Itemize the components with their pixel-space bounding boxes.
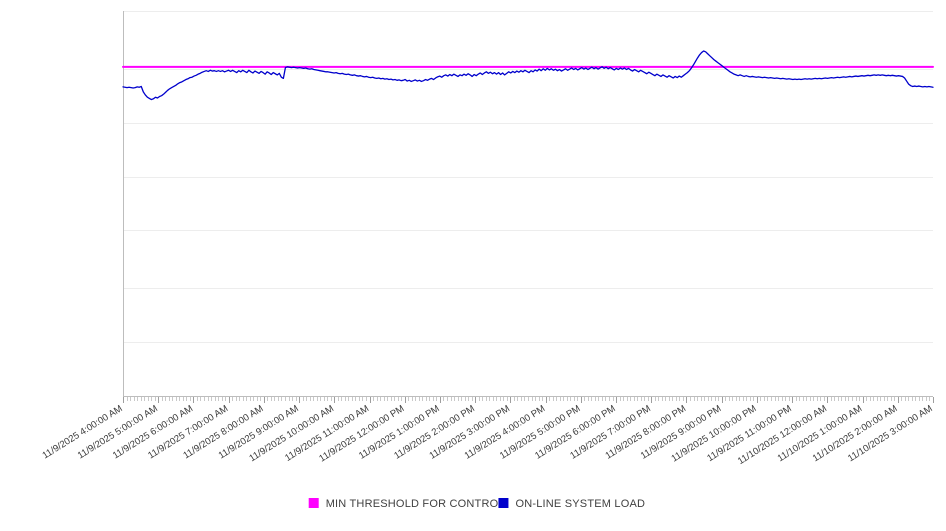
- plot-area-rect: [123, 11, 933, 396]
- legend-swatch-1: [498, 498, 509, 508]
- legend-label-1: ON-LINE SYSTEM LOAD: [515, 498, 645, 510]
- legend-label-0: MIN THRESHOLD FOR CONTROL: [326, 498, 505, 510]
- plot-background: [123, 11, 933, 396]
- gridlines: [123, 11, 933, 397]
- x-axis-ticks: [123, 397, 934, 403]
- legend-swatch-0: [308, 498, 319, 508]
- series-line-1: [122, 50, 934, 101]
- data-series: [122, 50, 934, 101]
- chart-legend: MIN THRESHOLD FOR CONTROL ON-LINE SYSTEM …: [308, 498, 645, 510]
- axis-lines: [123, 11, 933, 397]
